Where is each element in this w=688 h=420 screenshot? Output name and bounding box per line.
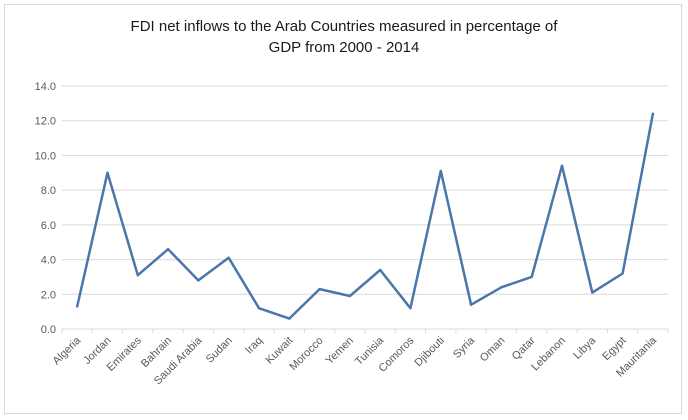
y-tick-label: 8.0 — [41, 185, 56, 197]
x-tick-label: Lebanon — [529, 335, 568, 374]
series-lines — [75, 112, 655, 320]
data-point — [75, 305, 79, 308]
x-tick-label: Syria — [451, 334, 478, 361]
data-point — [318, 287, 321, 291]
data-point — [621, 272, 624, 275]
data-point — [560, 164, 564, 168]
data-point — [348, 294, 352, 298]
chart-title: FDI net inflows to the Arab Countries me… — [0, 16, 688, 58]
x-tick-label: Libya — [571, 334, 599, 362]
data-point — [591, 291, 594, 294]
data-point — [409, 306, 412, 310]
chart-title-line-2: GDP from 2000 - 2014 — [268, 39, 420, 56]
x-tick-label: Djibouti — [412, 335, 446, 369]
data-point — [197, 279, 200, 282]
x-tick-label: Yemen — [324, 335, 356, 367]
x-tick-label: Oman — [478, 335, 508, 365]
y-tick-label: 10.0 — [35, 150, 56, 162]
data-point — [106, 171, 109, 174]
y-tick-label: 0.0 — [41, 324, 56, 336]
y-tick-label: 4.0 — [41, 255, 56, 267]
data-point — [500, 286, 503, 289]
y-tick-label: 12.0 — [35, 116, 56, 128]
series-line — [75, 112, 655, 320]
gridlines — [61, 85, 669, 333]
y-tick-label: 2.0 — [41, 289, 56, 301]
data-point — [227, 256, 230, 260]
y-tick-label: 14.0 — [35, 81, 56, 93]
x-tick-label: Qatar — [510, 334, 538, 362]
x-tick-label: Egypt — [600, 335, 628, 363]
y-axis-ticks: 0.0 2.0 4.0 6.0 8.0 10.0 12.0 14.0 — [35, 81, 56, 336]
data-point — [136, 273, 139, 277]
chart-title-line-1: FDI net inflows to the Arab Countries me… — [130, 18, 558, 35]
y-tick-label: 6.0 — [41, 220, 56, 232]
x-tick-label: Morocco — [287, 335, 325, 373]
data-point — [651, 112, 655, 115]
data-point — [469, 303, 473, 306]
data-point — [288, 317, 291, 320]
x-tick-label: Algeria — [51, 334, 84, 367]
data-point — [257, 306, 261, 310]
x-tick-label: Iraq — [243, 335, 265, 357]
data-point — [166, 247, 170, 251]
data-point — [530, 275, 533, 279]
x-tick-label: Sudan — [204, 335, 235, 366]
data-point — [439, 169, 442, 173]
data-point — [378, 268, 382, 272]
